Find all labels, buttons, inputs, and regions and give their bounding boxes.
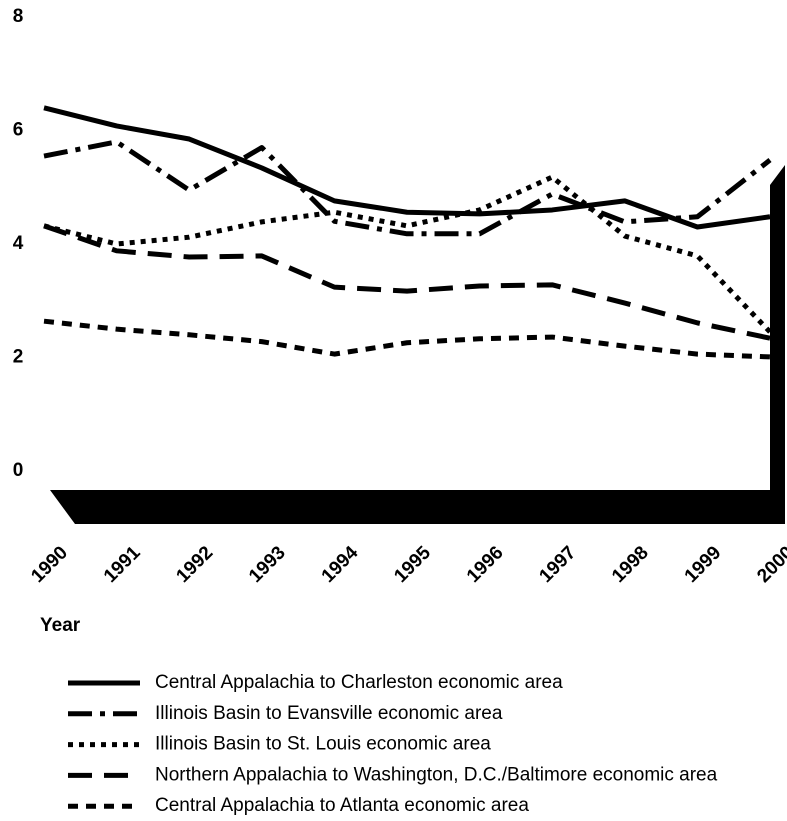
x-tick-label: 1993 <box>245 542 290 587</box>
series-line <box>43 174 772 334</box>
x-tick-label: 1996 <box>463 542 508 587</box>
legend-label: Illinois Basin to Evansville economic ar… <box>155 703 503 724</box>
x-tick-label: 1995 <box>390 542 435 587</box>
y-tick-label: 4 <box>13 233 24 254</box>
legend-label: Northern Appalachia to Washington, D.C./… <box>155 764 718 785</box>
series-line <box>43 105 771 230</box>
y-tick-label: 0 <box>13 460 24 481</box>
series-line <box>43 139 772 237</box>
legend-label: Illinois Basin to St. Louis economic are… <box>155 734 491 755</box>
floor <box>50 490 785 524</box>
y-tick-label: 8 <box>13 6 24 27</box>
y-tick-label: 6 <box>13 120 24 141</box>
series-line <box>43 223 771 341</box>
x-tick-label: 1990 <box>27 542 72 587</box>
y-tick-label: 2 <box>13 347 24 368</box>
legend-label: Central Appalachia to Charleston economi… <box>155 672 563 693</box>
x-tick-label: 1999 <box>681 542 726 587</box>
x-tick-label: 1992 <box>172 542 217 587</box>
x-tick-label: 1998 <box>608 542 653 587</box>
x-tick-label: 2000 <box>753 542 787 587</box>
x-tick-label: 1997 <box>535 542 580 587</box>
side-wall <box>770 165 785 490</box>
x-tick-label: 1994 <box>318 542 363 587</box>
x-axis-label: Year <box>40 615 81 636</box>
legend-label: Central Appalachia to Atlanta economic a… <box>155 795 529 816</box>
x-tick-label: 1991 <box>100 542 145 587</box>
series-line <box>43 318 771 360</box>
